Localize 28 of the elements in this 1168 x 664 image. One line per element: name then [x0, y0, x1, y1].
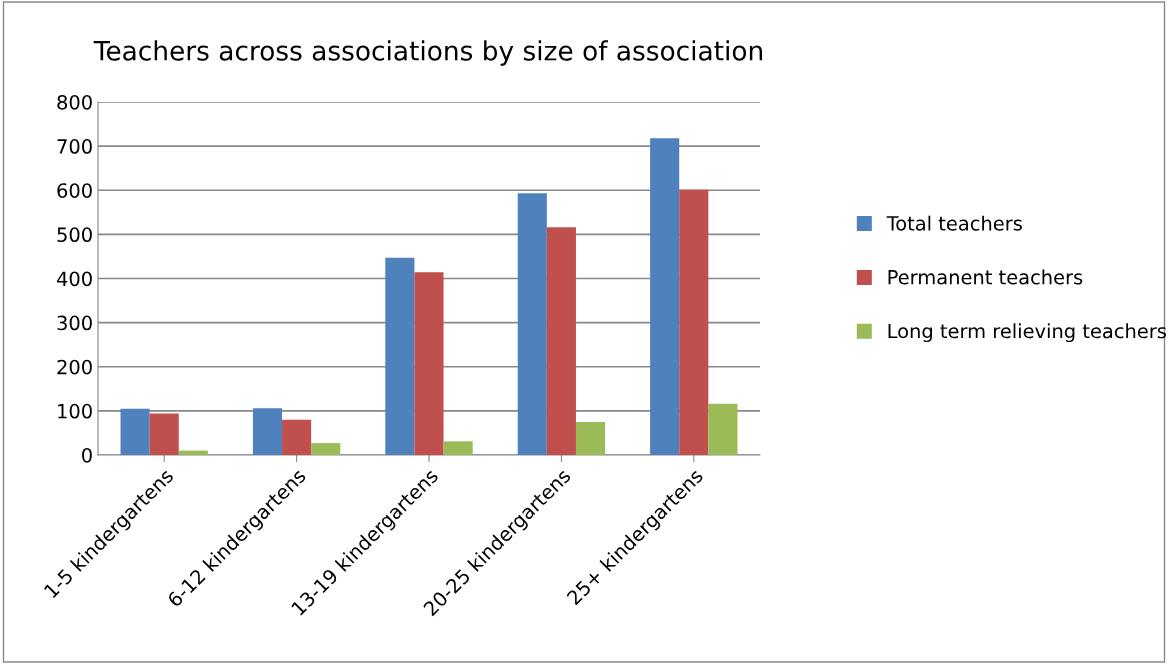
bar	[708, 403, 738, 455]
y-tick-label: 700	[57, 139, 92, 154]
bar	[679, 189, 709, 455]
bar	[650, 138, 680, 455]
legend-label: Long term relieving teachers	[888, 323, 1166, 343]
y-tick-label: 600	[57, 183, 92, 198]
y-tick-label: 0	[82, 447, 92, 463]
chart-title: Teachers across associations by size of association	[93, 40, 762, 66]
legend-label: Permanent teachers	[888, 269, 1083, 285]
bar	[414, 272, 444, 455]
bar	[252, 408, 283, 455]
y-tick-label: 800	[57, 94, 92, 110]
bar	[178, 450, 208, 455]
y-tick-label: 300	[57, 315, 92, 331]
y-tick-label: 100	[58, 403, 92, 419]
bar	[546, 227, 576, 455]
bar	[385, 257, 415, 455]
y-tick-label: 200	[57, 359, 92, 375]
y-tick-label: 400	[56, 271, 92, 287]
bar	[575, 421, 606, 455]
legend-label: Total teachers	[886, 215, 1022, 231]
bar	[517, 193, 547, 455]
y-tick-label: 500	[57, 227, 92, 243]
bar	[149, 413, 179, 455]
bar	[443, 441, 473, 455]
bar	[120, 408, 150, 455]
bar	[282, 419, 312, 455]
bar	[311, 443, 341, 455]
